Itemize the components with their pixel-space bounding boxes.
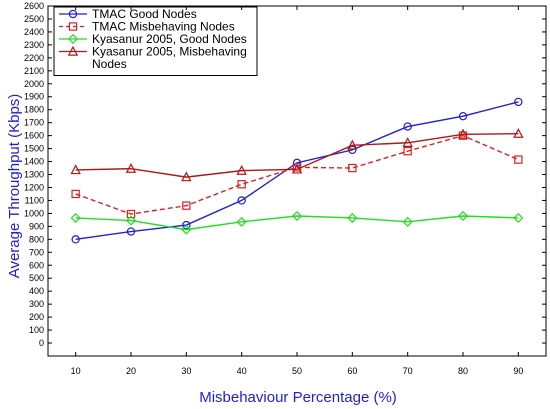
data-point <box>236 164 247 175</box>
x-tick-label: 70 <box>403 366 413 376</box>
data-point <box>181 224 192 235</box>
y-tick-label: 2300 <box>24 40 44 50</box>
series-1 <box>71 97 523 244</box>
legend-marker <box>67 33 79 45</box>
y-tick-label: 200 <box>29 312 44 322</box>
data-point <box>347 212 358 223</box>
data-point <box>513 127 524 138</box>
y-tick-label: 700 <box>29 247 44 257</box>
y-tick-label: 1500 <box>24 144 44 154</box>
data-point <box>71 235 80 244</box>
legend-label: Kyasanur 2005, Good Nodes <box>92 32 247 46</box>
series-2 <box>71 131 523 219</box>
legend-label: TMAC Misbehaving Nodes <box>92 20 235 34</box>
y-tick-label: 0 <box>39 338 44 348</box>
series-line <box>75 134 519 215</box>
data-point <box>237 180 246 189</box>
legend-box <box>53 6 258 76</box>
data-point <box>70 164 81 175</box>
data-point <box>182 220 191 230</box>
x-tick-label: 50 <box>292 366 302 376</box>
y-tick-label: 2400 <box>24 27 44 37</box>
x-tick-label: 40 <box>237 366 247 376</box>
y-tick-label: 1600 <box>24 131 44 141</box>
data-point <box>457 210 469 222</box>
data-point <box>291 163 303 174</box>
y-tick-label: 1800 <box>24 105 44 115</box>
x-tick-label: 90 <box>513 366 523 376</box>
data-point <box>125 215 137 226</box>
data-point <box>292 158 302 168</box>
data-point <box>458 111 468 121</box>
legend-marker <box>68 9 78 19</box>
y-axis-label: Average Throughput (Kbps) <box>6 94 23 279</box>
y-tick-label: 2100 <box>24 66 44 76</box>
legend-label: TMAC Good Nodes <box>92 7 197 21</box>
x-tick-label: 10 <box>71 366 81 376</box>
series-line <box>75 101 519 241</box>
series-4 <box>70 127 524 182</box>
data-point <box>126 209 136 219</box>
data-point <box>181 171 192 182</box>
x-tick-label: 80 <box>458 366 468 376</box>
y-tick-label: 1100 <box>25 195 44 205</box>
y-tick-label: 2000 <box>24 79 44 89</box>
y-tick-label: 900 <box>29 221 44 231</box>
data-point <box>182 201 191 210</box>
y-tick-label: 500 <box>29 273 44 283</box>
y-tick-label: 600 <box>29 260 44 270</box>
data-point <box>513 212 524 223</box>
data-point <box>291 210 303 222</box>
data-point <box>402 137 413 147</box>
y-tick-label: 1000 <box>24 208 44 218</box>
y-tick-label: 800 <box>29 234 44 244</box>
y-tick-label: 1200 <box>24 182 44 192</box>
legend-label: Kyasanur 2005, Misbehaving <box>92 45 247 59</box>
data-point <box>348 145 357 155</box>
data-point <box>403 146 412 156</box>
y-tick-label: 400 <box>29 286 44 296</box>
data-point <box>126 227 136 236</box>
y-tick-label: 1700 <box>24 118 44 128</box>
data-point <box>125 162 137 173</box>
legend-label: Nodes <box>92 57 127 71</box>
series-line <box>75 215 519 231</box>
y-tick-label: 2600 <box>24 1 44 11</box>
y-tick-label: 2500 <box>24 14 44 24</box>
data-point <box>514 97 523 107</box>
x-tick-label: 30 <box>181 366 191 376</box>
data-point <box>402 216 413 227</box>
data-point <box>237 196 246 205</box>
data-point <box>236 216 247 227</box>
y-tick-label: 300 <box>29 299 44 309</box>
data-point <box>70 212 81 223</box>
data-point <box>514 155 523 164</box>
x-tick-label: 20 <box>126 366 136 376</box>
y-tick-label: 2200 <box>24 53 44 63</box>
y-tick-label: 1400 <box>24 157 44 167</box>
data-point <box>348 163 357 173</box>
data-point <box>71 189 80 199</box>
series-3 <box>70 210 524 235</box>
legend-marker <box>68 22 78 31</box>
y-tick-label: 100 <box>29 325 44 335</box>
data-point <box>403 122 412 131</box>
series-line <box>75 132 519 178</box>
data-point <box>457 128 469 139</box>
x-tick-label: 60 <box>347 366 357 376</box>
x-axis-label: Misbehaviour Percentage (%) <box>199 389 397 406</box>
y-tick-label: 1900 <box>24 92 44 102</box>
legend-marker <box>67 45 79 56</box>
data-point <box>347 139 358 150</box>
y-tick-label: 1300 <box>24 170 44 180</box>
